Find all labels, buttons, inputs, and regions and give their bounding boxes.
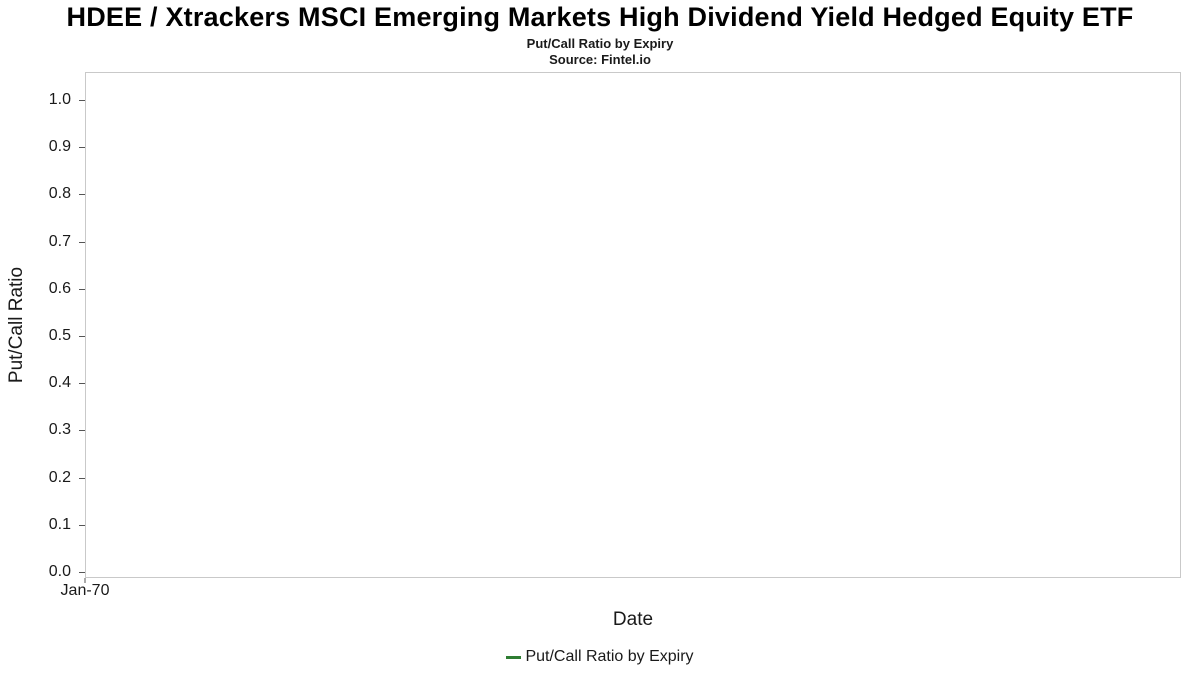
y-tick-mark <box>79 430 85 432</box>
legend-label: Put/Call Ratio by Expiry <box>525 648 694 665</box>
y-tick-mark <box>79 336 85 337</box>
x-axis-label: Date <box>612 609 654 630</box>
chart-subtitle: Put/Call Ratio by Expiry <box>526 36 674 51</box>
y-tick-label: 0.5 <box>48 327 71 344</box>
y-tick-label: 0.0 <box>48 563 71 580</box>
y-tick-label: 0.1 <box>48 515 71 533</box>
x-tick-label: Jan-70 <box>60 582 110 599</box>
y-tick-label: 0.6 <box>48 279 71 297</box>
y-tick-mark <box>79 100 85 101</box>
y-tick-mark <box>79 194 85 196</box>
y-tick-label: 0.2 <box>48 468 71 486</box>
y-tick-mark <box>79 241 85 243</box>
x-tick-mark <box>84 578 86 583</box>
page-title: HDEE / Xtrackers MSCI Emerging Markets H… <box>66 2 1134 32</box>
y-tick-label: 1.0 <box>48 91 71 108</box>
x-axis-ticks: Jan-70 <box>61 578 1181 602</box>
legend-line-marker <box>506 655 522 659</box>
y-tick-label: 0.9 <box>48 138 71 156</box>
y-axis-ticks: 0.0 0.1 0.2 0.3 0.4 0.5 0.6 0.7 0.8 0.9 1.0 <box>0 72 85 580</box>
y-tick-label: 0.3 <box>48 421 71 439</box>
y-tick-mark <box>79 383 85 385</box>
legend: Put/Call Ratio by Expiry <box>0 648 1200 666</box>
y-tick-label: 0.7 <box>48 232 71 250</box>
plot-area <box>85 72 1181 578</box>
y-tick-mark <box>79 524 85 526</box>
y-tick-mark <box>79 147 85 149</box>
y-tick-label: 0.4 <box>48 374 71 392</box>
y-tick-label: 0.8 <box>48 185 71 203</box>
y-tick-mark <box>79 288 85 290</box>
chart-source: Source: Fintel.io <box>549 52 651 67</box>
y-axis-label: Put/Call Ratio <box>6 266 27 384</box>
y-tick-mark <box>79 477 85 479</box>
y-tick-mark <box>79 572 85 573</box>
